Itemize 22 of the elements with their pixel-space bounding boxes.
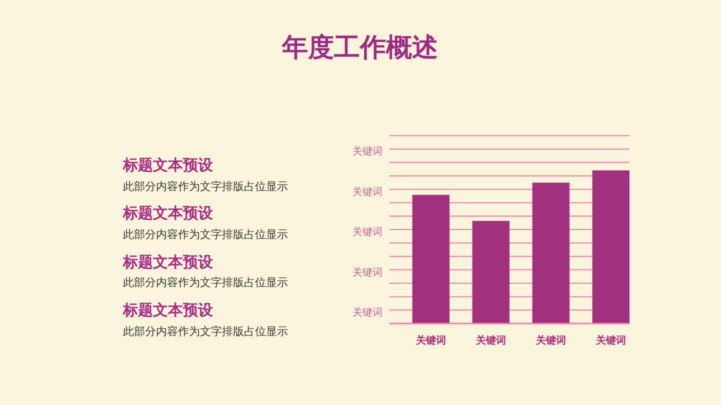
ref-line-label: 关键词 <box>352 146 382 158</box>
ref-line-label: 关键词 <box>352 186 382 198</box>
ref-line-label: 关键词 <box>352 306 382 319</box>
text: 标题文本预设 <box>123 252 213 272</box>
bar <box>472 220 510 324</box>
text: 标题文本预设 <box>123 155 213 175</box>
x-tick-label: 关键词 <box>594 334 626 346</box>
text: 标题文本预设 <box>123 203 213 224</box>
x-tick-label: 关键词 <box>414 334 446 346</box>
text: 此部分内容作为文字排版占位显示 <box>123 178 288 195</box>
text: 标题文本预设 <box>123 300 213 320</box>
bar <box>412 194 450 324</box>
text: 此部分内容作为文字排版占位显示 <box>123 324 288 340</box>
bar <box>592 170 630 324</box>
x-tick-label: 关键词 <box>534 334 566 346</box>
text: 此部分内容作为文字排版占位显示 <box>123 275 288 292</box>
x-tick-label: 关键词 <box>474 334 506 346</box>
text: 年度工作概述 <box>280 32 439 65</box>
ref-line-label: 关键词 <box>352 226 382 238</box>
bar <box>532 182 570 324</box>
text: 此部分内容作为文字排版占位显示 <box>123 227 288 243</box>
ref-line-label: 关键词 <box>352 266 382 278</box>
